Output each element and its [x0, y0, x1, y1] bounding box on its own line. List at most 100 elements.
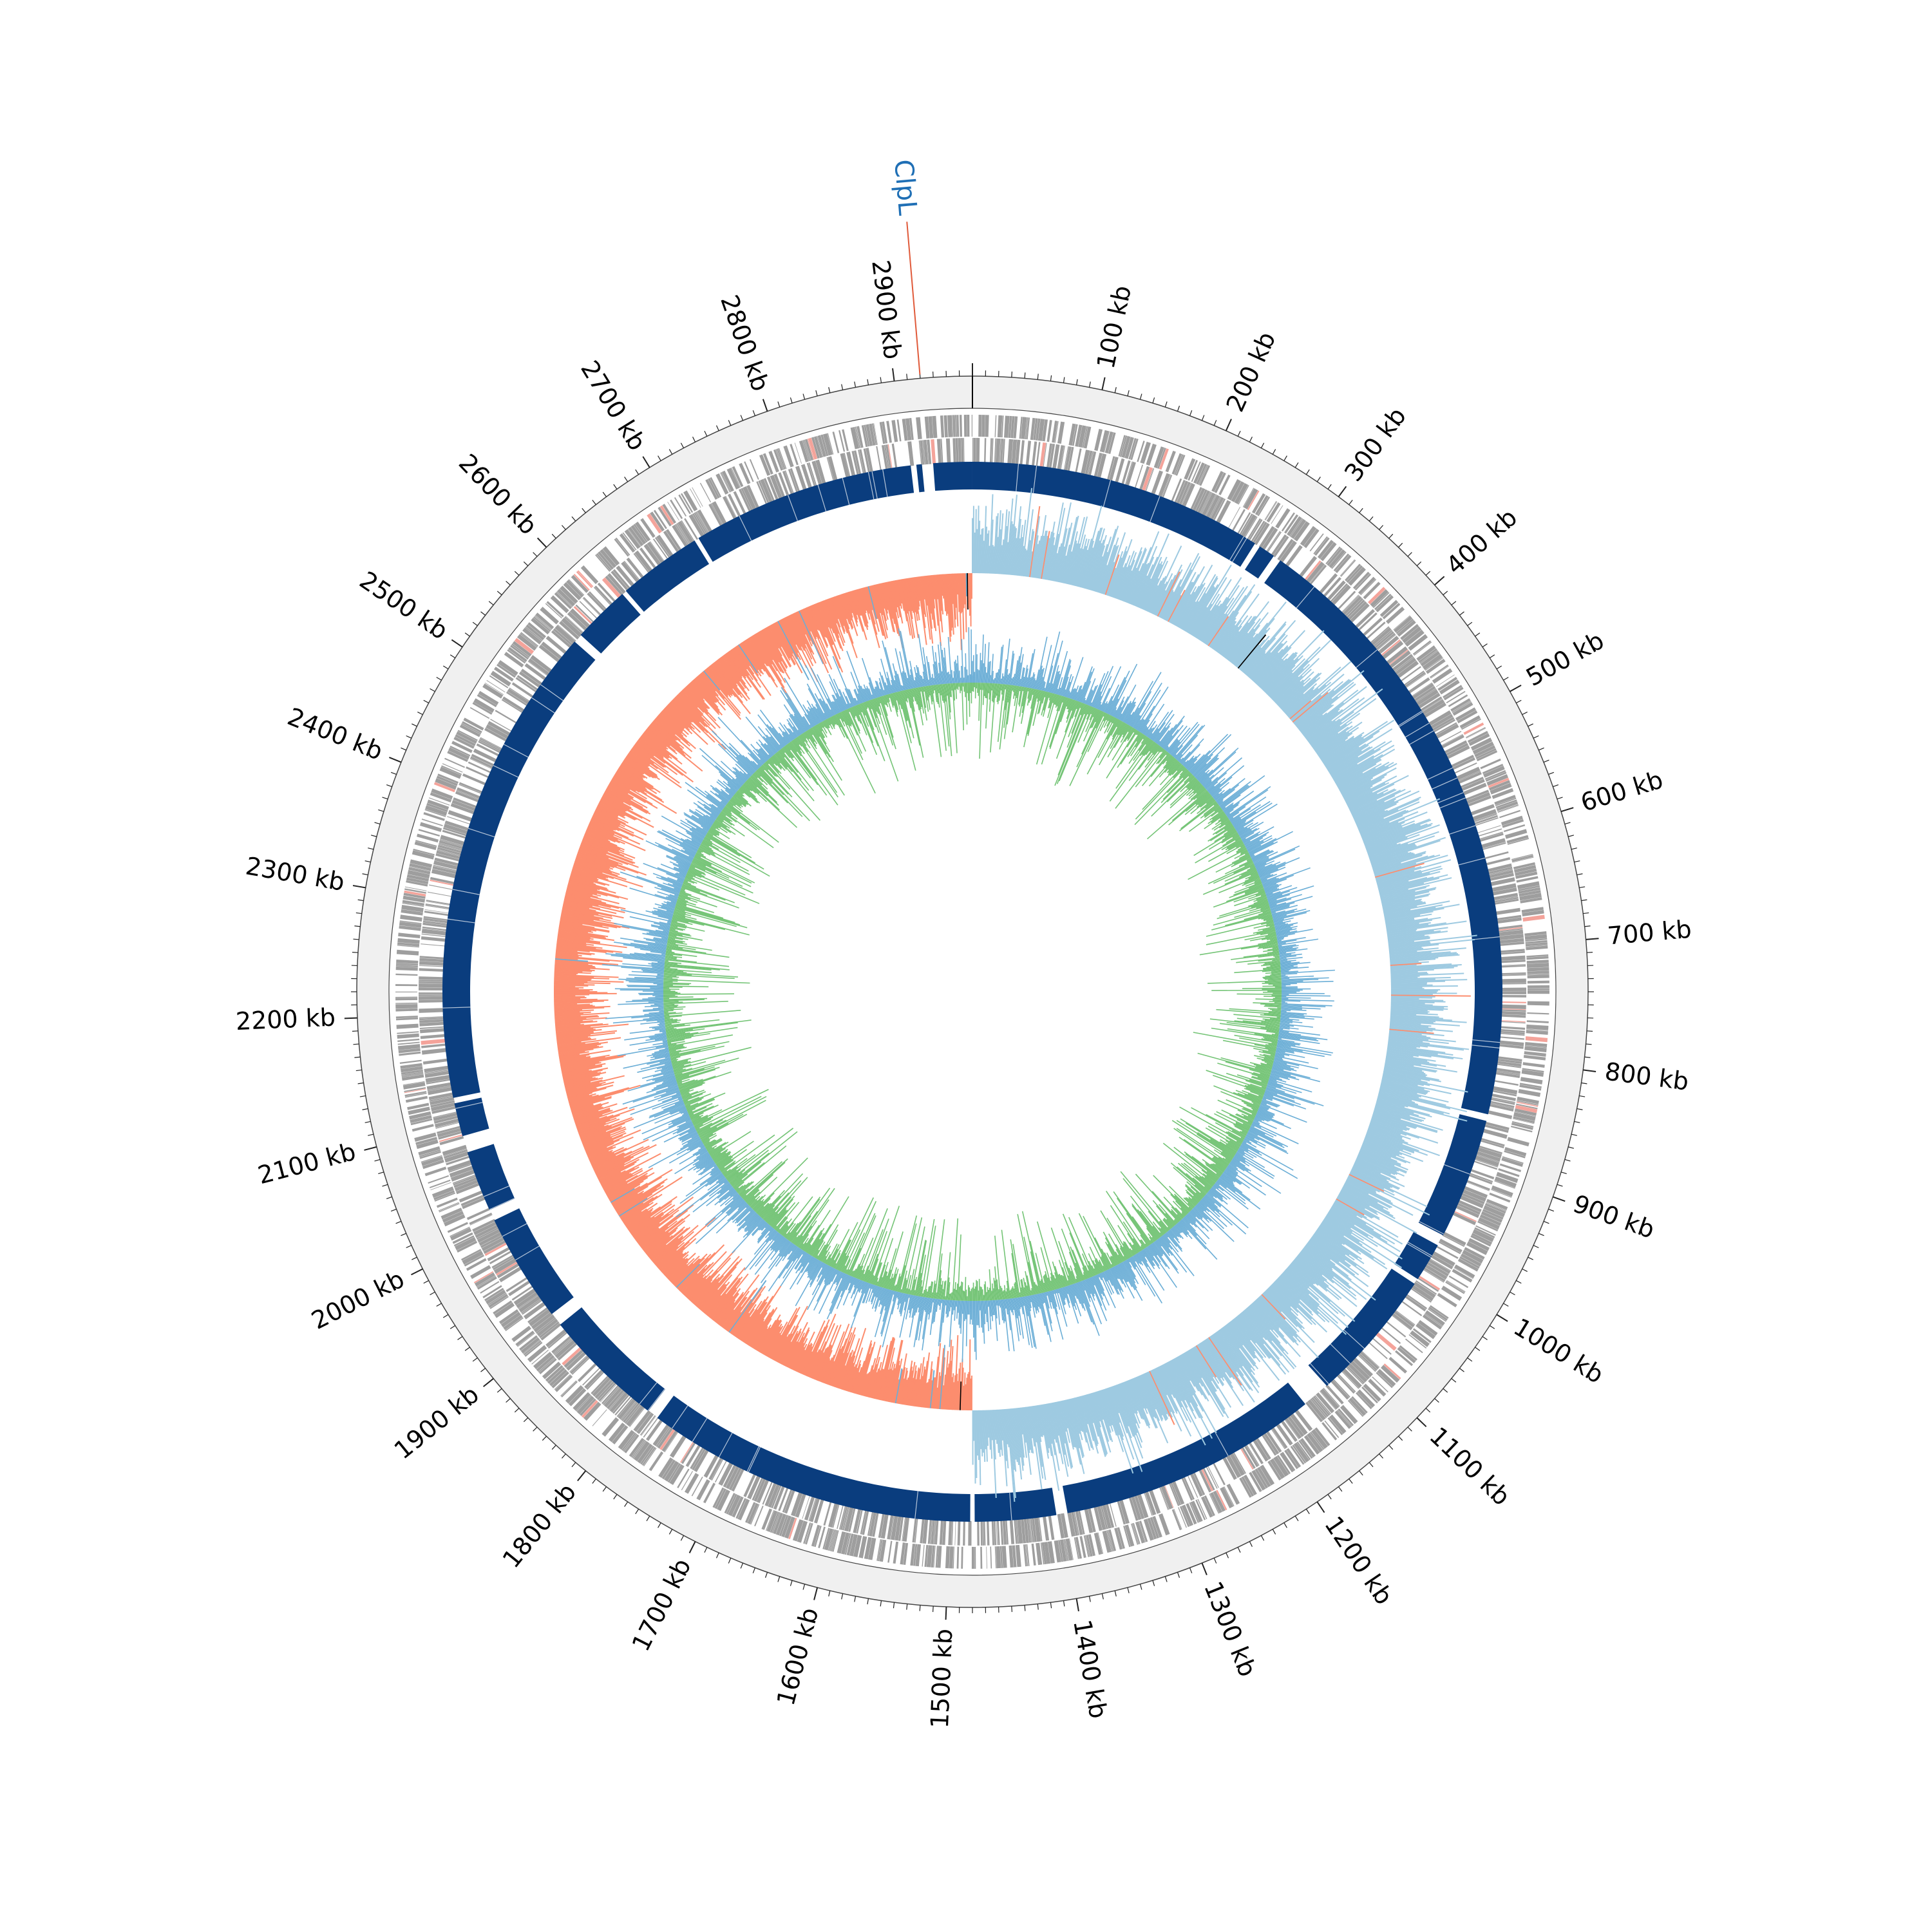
gc-skew-bar: [1191, 1348, 1213, 1381]
gc-skew-bar: [1288, 684, 1327, 718]
gene-feature: [1242, 488, 1255, 507]
gene-feature: [1492, 1086, 1518, 1095]
gene-feature: [1174, 479, 1186, 504]
gc-skew-bar: [1325, 1215, 1353, 1233]
gene-feature: [1058, 1540, 1063, 1562]
gene-feature: [1262, 527, 1278, 551]
minor-tick: [374, 822, 381, 825]
gc-skew-bar: [1187, 1350, 1229, 1419]
gc-skew-bar: [1243, 623, 1287, 674]
gene-feature: [634, 522, 651, 542]
minor-tick: [1114, 1590, 1117, 1596]
gc-skew-bar: [1168, 571, 1197, 623]
gc-skew-bar: [1381, 891, 1430, 903]
gene-feature: [846, 451, 856, 477]
tick-label-2400kb: 2400 kb: [283, 702, 386, 766]
minor-tick: [1283, 455, 1287, 461]
gene-feature: [1478, 1145, 1502, 1155]
gene-feature: [1195, 489, 1208, 513]
gc-skew-bar: [1372, 851, 1426, 869]
gene-feature: [1484, 770, 1506, 781]
gc-skew-bar: [1348, 1175, 1430, 1216]
gc-skew-bar: [1191, 1347, 1218, 1390]
gene-feature: [453, 1177, 478, 1188]
gene-feature: [1359, 1350, 1379, 1370]
minor-tick: [386, 1196, 392, 1200]
gene-feature: [612, 1394, 630, 1414]
gene-feature: [1346, 565, 1363, 583]
gc-skew-bar: [1333, 1203, 1403, 1245]
gc-skew-bar: [1319, 740, 1346, 759]
gene-feature: [1489, 873, 1514, 882]
gene-feature: [1082, 426, 1088, 448]
gc-skew-bar: [1377, 867, 1443, 887]
gc-skew-bar: [1390, 1022, 1432, 1027]
gc-skew-bar: [1251, 1302, 1301, 1358]
gene-feature: [1437, 677, 1458, 691]
gene-feature: [907, 441, 914, 466]
gc-skew-bar: [1148, 1370, 1175, 1425]
gene-feature: [1497, 804, 1519, 813]
major-tick: [1510, 685, 1522, 692]
gene-feature: [419, 1150, 441, 1157]
gc-skew-bar: [1373, 862, 1401, 872]
block-boundary: [1409, 730, 1434, 745]
gc-skew-bar: [1316, 732, 1350, 755]
minor-tick: [382, 797, 388, 800]
gene-feature: [1303, 1435, 1320, 1455]
gene-feature: [961, 1546, 963, 1569]
gene-feature: [794, 442, 802, 464]
gc-skew-bar: [1366, 835, 1406, 851]
gene-feature: [409, 1111, 431, 1120]
gc-skew-bar: [1141, 1374, 1163, 1422]
gc-skew-bar: [1360, 1147, 1401, 1165]
gene-feature: [561, 1381, 578, 1397]
gene-feature: [444, 820, 469, 831]
gene-feature: [429, 884, 453, 891]
gc-skew-bar: [1279, 1275, 1330, 1323]
gc-skew-bar: [1247, 633, 1286, 677]
gc-skew-bar: [1231, 632, 1256, 664]
gene-feature: [488, 721, 511, 736]
gene-feature: [431, 1103, 456, 1112]
gene-feature: [1497, 914, 1522, 921]
major-tick: [451, 639, 463, 648]
minor-tick: [533, 1426, 538, 1432]
gene-feature: [434, 1118, 460, 1128]
gene-feature: [1494, 898, 1519, 905]
gene-feature: [1484, 1121, 1510, 1131]
gc-skew-bar: [1356, 1157, 1396, 1175]
gene-feature: [1450, 698, 1471, 712]
gene-feature: [397, 1038, 420, 1043]
gene-feature: [927, 439, 932, 464]
gene-feature: [1370, 589, 1389, 607]
gc-skew-bar: [1378, 876, 1428, 891]
major-tick: [642, 456, 650, 468]
gene-feature: [496, 1261, 518, 1276]
gene-feature: [421, 819, 443, 826]
gc-skew-bar: [1322, 1220, 1372, 1253]
gene-feature: [1501, 991, 1526, 994]
gc-skew-bar: [1320, 737, 1354, 761]
gene-feature: [1428, 1306, 1448, 1321]
gene-feature: [983, 1520, 986, 1546]
gene-feature: [424, 1065, 449, 1073]
gc-skew-bar: [1385, 1056, 1446, 1067]
block-boundary: [914, 1491, 918, 1519]
gene-feature: [1125, 461, 1136, 486]
gene-feature: [439, 766, 462, 779]
minor-tick: [561, 1454, 566, 1459]
gene-feature: [403, 893, 426, 899]
gc-skew-bar: [1384, 1065, 1425, 1074]
gc-skew-bar: [1323, 1218, 1360, 1243]
gene-feature: [1399, 1345, 1417, 1361]
gc-skew-bar: [1260, 652, 1297, 690]
conserved-block: [1264, 560, 1502, 1115]
minor-tick: [1564, 822, 1571, 825]
gene-feature: [860, 1510, 867, 1535]
gene-feature: [1075, 1510, 1083, 1535]
gc-skew-bar: [1266, 1289, 1297, 1320]
gc-skew-bar: [1242, 639, 1270, 672]
block-boundary: [483, 1186, 509, 1197]
gene-feature: [848, 1508, 856, 1532]
